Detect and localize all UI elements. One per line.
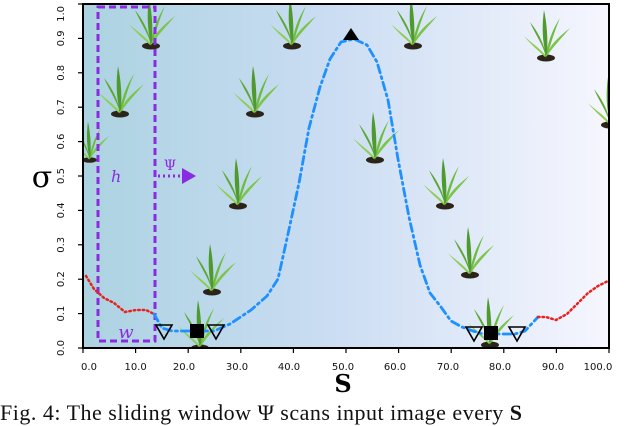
x-axis bbox=[82, 348, 610, 353]
figure-chart: 0.0 0.1 0.2 0.3 0.4 0.5 0.6 0.7 0.8 0.9 … bbox=[32, 3, 612, 398]
svg-text:0.5: 0.5 bbox=[56, 168, 67, 184]
svg-text:0.0: 0.0 bbox=[81, 362, 97, 373]
y-tick-labels: 0.0 0.1 0.2 0.3 0.4 0.5 0.6 0.7 0.8 0.9 … bbox=[56, 6, 67, 356]
plot-background bbox=[83, 4, 609, 348]
svg-text:80.0: 80.0 bbox=[489, 362, 511, 373]
svg-text:100.0: 100.0 bbox=[584, 362, 613, 373]
svg-text:0.3: 0.3 bbox=[56, 237, 67, 253]
square-marker bbox=[190, 324, 204, 338]
figure-caption: Fig. 4: The sliding window Ψ scans input… bbox=[0, 400, 640, 426]
caption-bold-s: S bbox=[509, 400, 523, 425]
svg-text:0.7: 0.7 bbox=[56, 99, 67, 115]
svg-text:60.0: 60.0 bbox=[384, 362, 406, 373]
x-axis-label: S bbox=[334, 369, 351, 398]
open-triangle-marker bbox=[154, 324, 174, 341]
svg-text:30.0: 30.0 bbox=[226, 362, 248, 373]
svg-text:10.0: 10.0 bbox=[124, 362, 146, 373]
peak-triangle-marker bbox=[343, 28, 359, 40]
svg-text:20.0: 20.0 bbox=[173, 362, 195, 373]
caption-prefix: Fig. 4: The sliding window bbox=[0, 400, 258, 425]
y-axis-label: σ bbox=[32, 160, 52, 195]
sliding-window: h w Ψ bbox=[96, 5, 196, 343]
open-triangle-marker bbox=[507, 326, 527, 343]
svg-text:90.0: 90.0 bbox=[542, 362, 564, 373]
svg-text:0.8: 0.8 bbox=[56, 65, 67, 81]
caption-symbol: Ψ bbox=[257, 400, 275, 425]
markers bbox=[154, 28, 527, 343]
red-dotted-curve-left bbox=[84, 274, 156, 316]
svg-text:70.0: 70.0 bbox=[437, 362, 459, 373]
red-dotted-curve-right bbox=[536, 279, 610, 322]
psi-label: Ψ bbox=[164, 158, 176, 174]
svg-text:0.9: 0.9 bbox=[56, 30, 67, 46]
svg-text:50.0: 50.0 bbox=[332, 362, 354, 373]
svg-text:0.4: 0.4 bbox=[56, 202, 67, 218]
window-width-label: w bbox=[118, 322, 134, 343]
caption-middle: scans input image every bbox=[274, 400, 510, 425]
svg-text:0.1: 0.1 bbox=[56, 306, 67, 322]
svg-text:1.0: 1.0 bbox=[56, 6, 67, 22]
y-axis bbox=[78, 3, 83, 349]
square-marker bbox=[484, 326, 498, 340]
open-triangle-marker bbox=[464, 326, 484, 343]
arrow-right-icon bbox=[182, 168, 196, 184]
window-height-label: h bbox=[111, 167, 121, 186]
svg-text:40.0: 40.0 bbox=[278, 362, 300, 373]
x-tick-labels: 0.0 10.0 20.0 30.0 40.0 50.0 60.0 70.0 8… bbox=[81, 362, 612, 373]
open-triangle-marker bbox=[206, 324, 226, 341]
svg-text:0.2: 0.2 bbox=[56, 271, 67, 287]
svg-text:0.0: 0.0 bbox=[56, 340, 67, 356]
svg-text:0.6: 0.6 bbox=[56, 134, 67, 150]
